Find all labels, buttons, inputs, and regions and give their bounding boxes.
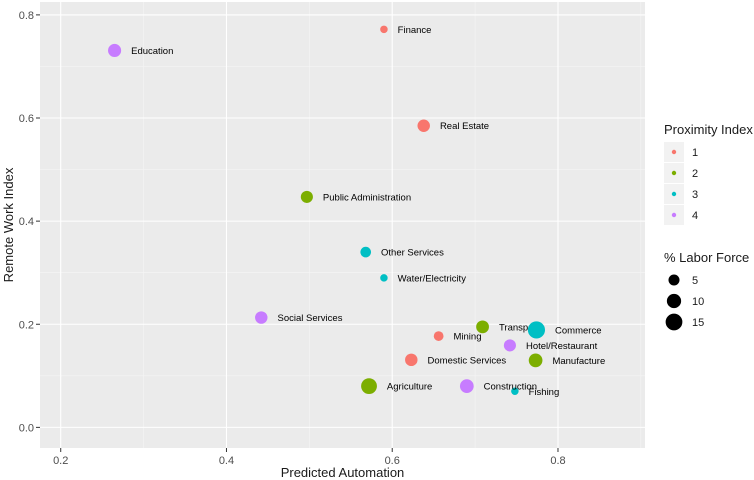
y-tick-label: 0.2 [19, 319, 34, 331]
point-label: Mining [454, 332, 482, 343]
point-label: Agriculture [387, 382, 432, 393]
data-point [360, 246, 372, 258]
data-point [108, 43, 122, 58]
point-label: Social Services [278, 313, 343, 324]
legend-size-swatch [668, 274, 680, 286]
data-point [511, 387, 519, 396]
legend-color-swatch [671, 170, 677, 176]
point-label: Construction [484, 382, 537, 393]
legend-color-swatch [671, 149, 677, 155]
axes: 0.2 0.4 0.6 0.8 0.0 0.2 0.4 0.6 0.8 Predicted Aut… [1, 10, 566, 480]
data-point [417, 119, 430, 132]
legend-color-swatch [671, 212, 677, 218]
legend-label: 15 [692, 317, 704, 329]
color-legend-title: Proximity Index [664, 122, 753, 137]
legend-label: 10 [692, 296, 704, 308]
point-label: Real Estate [440, 121, 489, 132]
data-point [255, 311, 268, 324]
legend-label: 5 [692, 275, 698, 287]
legend-size-swatch [666, 293, 682, 309]
legend: Proximity Index 1 2 3 4 % Labor Force 5 10 15 [664, 122, 753, 331]
x-tick-label: 0.4 [219, 455, 234, 467]
point-label: Water/Electricity [398, 273, 467, 284]
x-axis-title: Predicted Automation [281, 465, 405, 480]
x-tick-label: 0.6 [385, 455, 400, 467]
data-point [433, 331, 444, 341]
y-tick-label: 0.0 [19, 422, 34, 434]
data-point [361, 378, 377, 395]
y-tick-label: 0.6 [19, 113, 34, 125]
point-label: Other Services [381, 248, 444, 259]
legend-color-swatch [671, 191, 677, 197]
data-point [380, 25, 388, 34]
data-points [108, 25, 546, 396]
size-legend-title: % Labor Force [664, 250, 749, 265]
point-labels: Finance Education Real Estate Public Admini… [131, 25, 605, 398]
point-label: Finance [398, 25, 432, 36]
point-label: Domestic Services [428, 355, 507, 366]
data-point [380, 274, 388, 282]
point-label: Education [131, 46, 173, 57]
legend-label: 2 [692, 168, 698, 180]
y-axis-title: Remote Work Index [1, 167, 16, 282]
data-point [459, 379, 474, 393]
legend-label: 3 [692, 189, 698, 201]
point-label: Public Administration [323, 192, 411, 203]
y-tick-label: 0.8 [19, 10, 34, 22]
data-point [300, 190, 313, 203]
point-label: Manufacture [552, 356, 605, 367]
data-point [405, 353, 418, 367]
grid-lines [40, 2, 645, 448]
data-point [476, 320, 489, 334]
point-label: Transp [499, 322, 528, 333]
data-point [503, 339, 516, 352]
x-tick-label: 0.8 [550, 455, 565, 467]
point-label: Hotel/Restaurant [526, 341, 598, 352]
legend-size-swatch [665, 313, 683, 331]
legend-label: 1 [692, 147, 698, 159]
data-point [528, 353, 543, 368]
y-tick-label: 0.4 [19, 216, 34, 228]
point-label: Fishing [529, 387, 560, 398]
point-label: Commerce [555, 325, 601, 336]
legend-label: 4 [692, 210, 698, 222]
x-tick-label: 0.2 [53, 455, 68, 467]
plot-background [40, 2, 645, 448]
data-point [527, 321, 546, 339]
